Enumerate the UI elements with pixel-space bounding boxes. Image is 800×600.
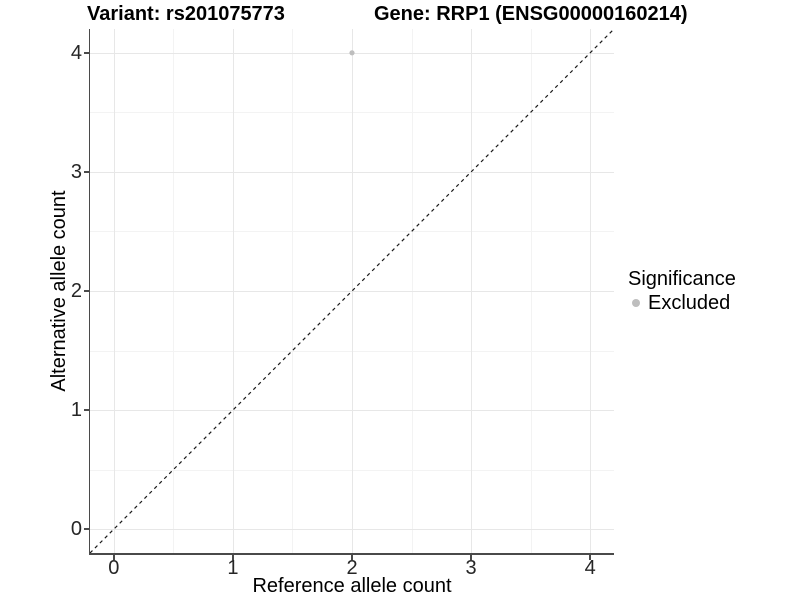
x-tick-label: 0 [108,557,120,579]
legend-entry-excluded: Excluded [628,292,736,314]
h-gridline [90,291,614,292]
x-tick-label: 3 [465,557,477,579]
y-tick-mark [83,52,89,54]
x-tick-label: 4 [584,557,596,579]
legend: Significance Excluded [628,267,736,314]
plot-panel [90,29,614,553]
plot-title-variant: Variant: rs201075773 [87,3,285,25]
x-tick-mark [232,554,234,560]
plot-title-gene: Gene: RRP1 (ENSG00000160214) [374,3,688,25]
legend-title: Significance [628,268,736,290]
y-tick-label: 2 [70,280,82,302]
legend-entry-label: Excluded [648,292,731,314]
h-gridline [90,171,614,173]
x-tick-mark [589,554,591,560]
legend-point-icon [632,299,640,307]
y-tick-label: 0 [70,518,82,541]
y-tick-label: 4 [70,41,82,64]
x-tick-label: 1 [227,557,239,579]
y-tick-mark [83,528,89,530]
data-point [349,50,355,56]
y-axis-line [88,29,90,555]
x-tick-mark [351,554,353,560]
h-gridline [90,529,614,531]
x-tick-label: 2 [346,557,358,579]
y-tick-mark [83,171,89,173]
identity-dashed-line [90,29,614,553]
x-axis-line [88,553,614,555]
h-gridline [90,410,614,412]
x-tick-mark [113,554,115,560]
x-axis-title: Reference allele count [252,575,452,597]
y-tick-label: 1 [70,399,82,422]
plot-layer [90,29,614,553]
y-tick-label: 3 [70,160,82,183]
x-tick-mark [470,554,472,560]
y-tick-mark [83,409,89,411]
y-tick-mark [83,290,89,292]
